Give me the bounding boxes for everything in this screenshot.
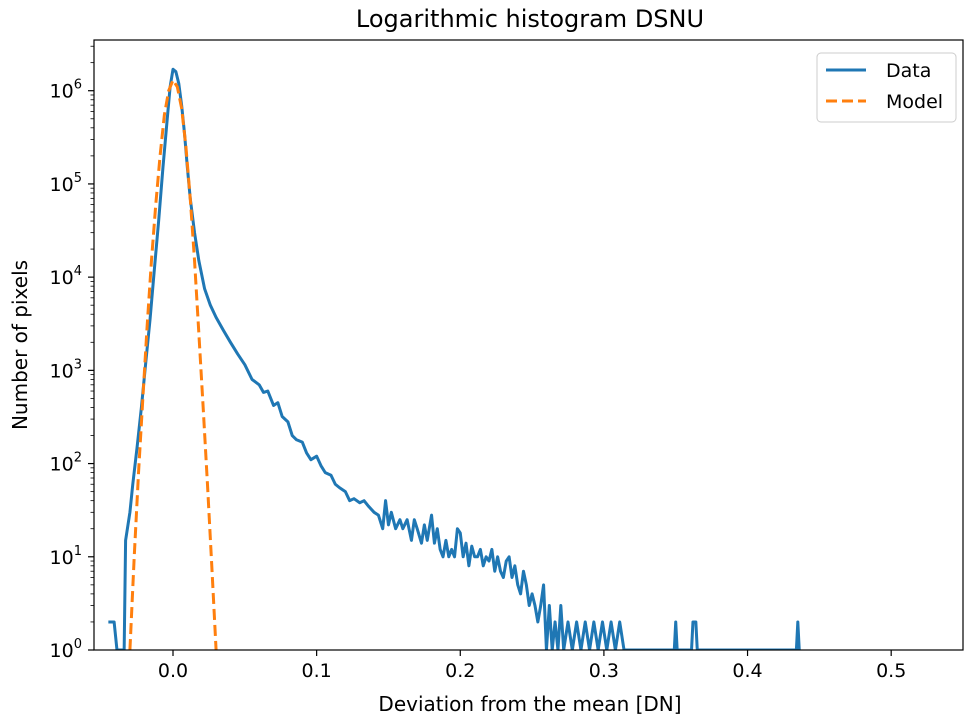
y-axis-label: Number of pixels xyxy=(8,260,32,430)
series-line-data xyxy=(108,67,801,650)
y-tick-label: 103 xyxy=(50,357,82,382)
y-tick-label: 104 xyxy=(50,264,82,289)
y-tick-label: 101 xyxy=(50,544,82,569)
legend: Data Model xyxy=(816,52,957,123)
legend-model-label: Model xyxy=(886,91,943,113)
x-axis-ticks: 0.0 0.1 0.2 0.3 0.4 0.5 xyxy=(158,650,906,682)
y-tick-label: 100 xyxy=(50,637,82,662)
y-axis-ticks: 100 101 102 103 104 105 106 xyxy=(50,45,94,662)
legend-data-label: Data xyxy=(886,60,931,82)
plot-frame xyxy=(93,39,964,651)
y-tick-label: 102 xyxy=(50,451,82,476)
x-tick-label: 0.5 xyxy=(876,660,906,682)
y-tick-label: 106 xyxy=(50,78,82,103)
x-tick-label: 0.0 xyxy=(158,660,188,682)
x-tick-label: 0.1 xyxy=(302,660,332,682)
chart-title: Logarithmic histogram DSNU xyxy=(356,5,704,33)
x-tick-label: 0.2 xyxy=(445,660,475,682)
y-tick-label: 105 xyxy=(50,171,82,196)
x-tick-label: 0.4 xyxy=(732,660,762,682)
x-axis-label: Deviation from the mean [DN] xyxy=(378,692,681,716)
series-line-model xyxy=(128,78,218,650)
plot-series xyxy=(108,67,801,650)
x-tick-label: 0.3 xyxy=(589,660,619,682)
